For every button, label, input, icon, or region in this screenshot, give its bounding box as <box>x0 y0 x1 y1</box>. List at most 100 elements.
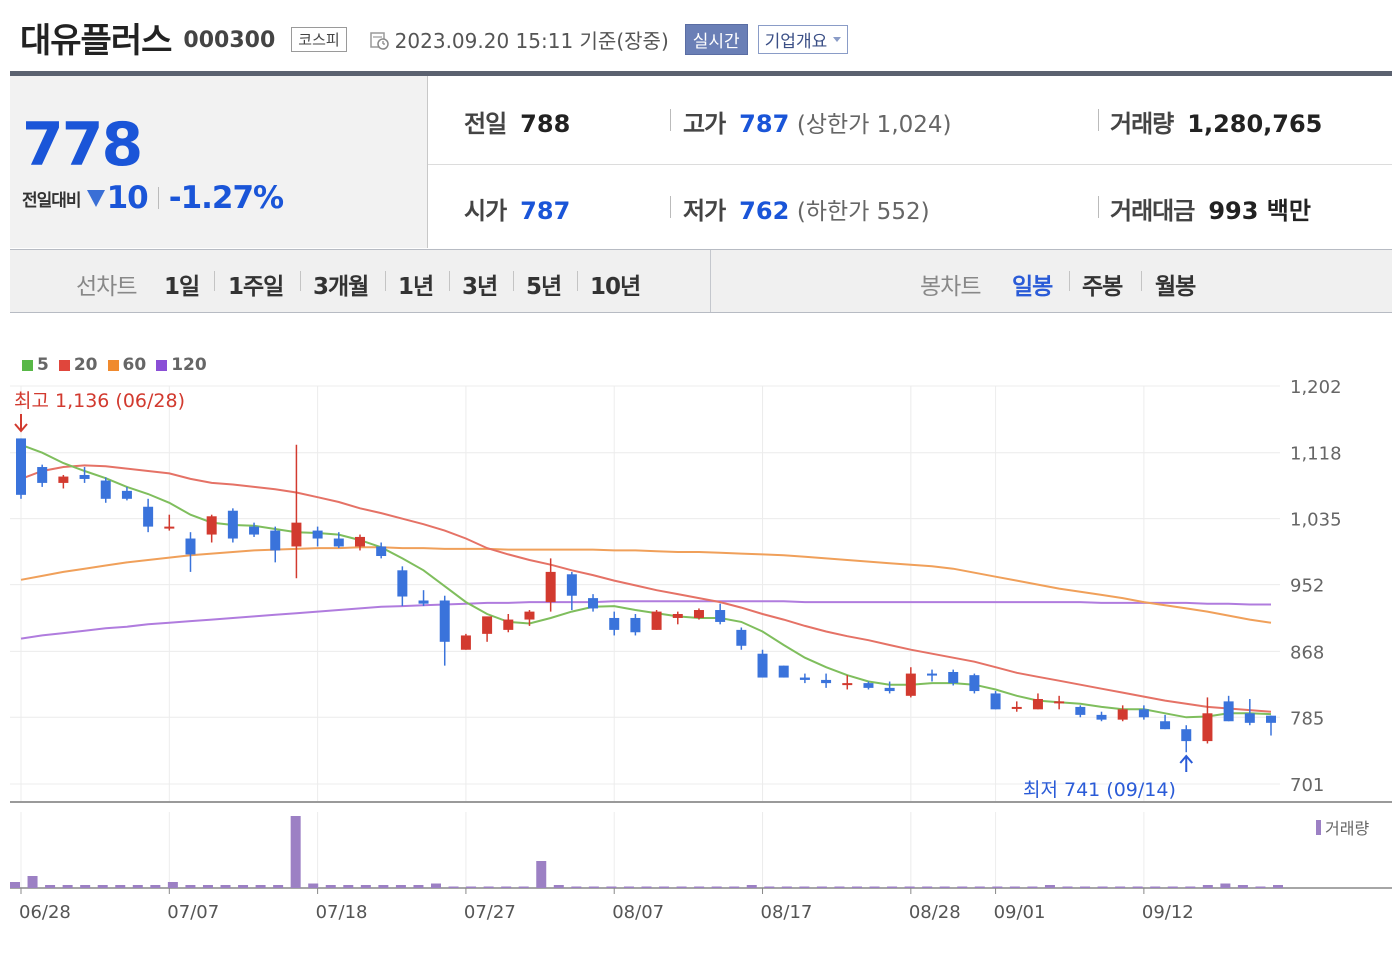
ma120-line <box>20 600 1271 640</box>
volume-bar <box>255 885 266 888</box>
volume-bar <box>343 885 354 888</box>
volume-bar <box>80 885 91 888</box>
volume-bar <box>518 886 529 888</box>
ma60-line <box>20 546 1272 624</box>
quote-stats: 전일 788 고가 787 (상한가 1,024) 거래량 1,280,765 시가 7… <box>428 76 1392 248</box>
candle-body <box>1244 713 1255 723</box>
legend-label: 5 <box>37 355 49 375</box>
divider <box>670 109 671 131</box>
candle-body <box>270 530 281 551</box>
candle-body <box>333 538 344 547</box>
candle-body <box>842 683 853 686</box>
stat-turnover: 거래대금 993 백만 <box>1110 191 1311 226</box>
candle-body <box>1202 713 1213 742</box>
candle-body <box>1266 715 1276 723</box>
volume-bar <box>588 886 599 888</box>
volume-bar <box>115 885 126 888</box>
legend-ma5[interactable]: 5 <box>22 355 49 375</box>
volume-bar <box>185 885 196 888</box>
volume-bar <box>904 886 915 888</box>
tab-1w[interactable]: 1주일 <box>228 274 284 300</box>
candle-body <box>164 526 175 529</box>
volume-bar <box>676 886 687 888</box>
x-tick-label: 09/01 <box>994 902 1046 923</box>
prev-close-label: 전일 <box>464 110 507 138</box>
tab-monthly[interactable]: 월봉 <box>1155 274 1196 300</box>
candle-body <box>1117 709 1128 720</box>
candle-body <box>482 616 493 634</box>
candle-body <box>1138 709 1149 718</box>
low-annotation: 최저 741 (09/14) <box>1023 779 1176 801</box>
company-overview-label: 기업개요 <box>764 31 828 52</box>
chart-legend: 5 20 60 120 <box>22 355 217 375</box>
legend-label: 120 <box>171 355 207 375</box>
upper-limit: (상한가 1,024) <box>796 112 952 138</box>
tab-daily[interactable]: 일봉 <box>1012 274 1053 300</box>
x-tick-label: 08/07 <box>612 902 664 923</box>
volume-bar <box>501 886 512 888</box>
candle-body <box>121 490 132 499</box>
candle-body <box>100 480 111 499</box>
volume-bar <box>1255 886 1266 888</box>
volume-bar <box>1009 886 1020 888</box>
legend-label: 60 <box>122 355 147 375</box>
divider <box>1069 271 1070 291</box>
volume-bar <box>202 885 213 888</box>
tab-3m[interactable]: 3개월 <box>313 274 369 300</box>
volume-bar <box>834 886 845 888</box>
volume-bar <box>378 885 389 888</box>
volume-legend-swatch <box>1316 820 1321 835</box>
current-price: 778 <box>22 110 143 180</box>
candle-body <box>185 538 196 555</box>
chevron-down-icon <box>833 36 842 42</box>
candle-body <box>799 677 810 680</box>
prev-close-value: 788 <box>520 110 571 138</box>
chart-tab-bar: 선차트 1일 1주일 3개월 1년 3년 5년 10년 봉차트 일봉 주봉 월봉 <box>10 249 1392 313</box>
volume-bar <box>413 885 424 888</box>
legend-label: 20 <box>73 355 98 375</box>
volume-bar <box>1167 886 1178 888</box>
tab-1y[interactable]: 1년 <box>398 274 434 300</box>
divider <box>513 271 514 291</box>
legend-ma20[interactable]: 20 <box>58 355 98 375</box>
volume-bar <box>1150 886 1161 888</box>
candle-body <box>1223 701 1234 722</box>
candle-body <box>948 671 959 684</box>
volume-bar <box>1097 886 1108 888</box>
volume-bar <box>132 885 143 888</box>
tab-1d[interactable]: 1일 <box>164 274 200 300</box>
volume-bar <box>431 883 441 888</box>
candle-body <box>609 617 620 630</box>
volume-bar <box>238 885 249 888</box>
candle-body <box>249 526 260 535</box>
tab-weekly[interactable]: 주봉 <box>1082 274 1123 300</box>
low-value: 762 <box>739 197 790 225</box>
volume-bar <box>360 885 371 888</box>
volume-legend-label: 거래량 <box>1325 819 1369 838</box>
candle-body <box>1054 701 1065 704</box>
volume-bar <box>641 886 652 888</box>
tab-10y[interactable]: 10년 <box>590 274 641 300</box>
volume-bar <box>746 885 757 888</box>
candle-body <box>863 683 874 688</box>
candle-body <box>990 693 1001 710</box>
stat-prev-close: 전일 788 <box>464 104 570 139</box>
legend-ma120[interactable]: 120 <box>156 355 207 375</box>
divider <box>385 271 386 291</box>
volume-bar <box>1080 886 1091 888</box>
volume-bar <box>553 885 564 888</box>
tab-5y[interactable]: 5년 <box>526 274 562 300</box>
company-overview-dropdown[interactable]: 기업개요 <box>757 24 849 54</box>
legend-ma60[interactable]: 60 <box>107 355 147 375</box>
current-price-panel: 778 전일대비 10 -1.27% <box>10 76 428 248</box>
realtime-button[interactable]: 실시간 <box>684 23 748 55</box>
high-arrow-head <box>14 423 28 433</box>
volume-bar <box>290 816 301 888</box>
volume-bar <box>887 886 898 888</box>
candle-body <box>1181 729 1192 742</box>
volume-bar <box>764 886 775 888</box>
volume-bar <box>659 886 670 888</box>
divider <box>449 271 450 291</box>
volume-bar <box>711 886 722 888</box>
tab-3y[interactable]: 3년 <box>462 274 498 300</box>
